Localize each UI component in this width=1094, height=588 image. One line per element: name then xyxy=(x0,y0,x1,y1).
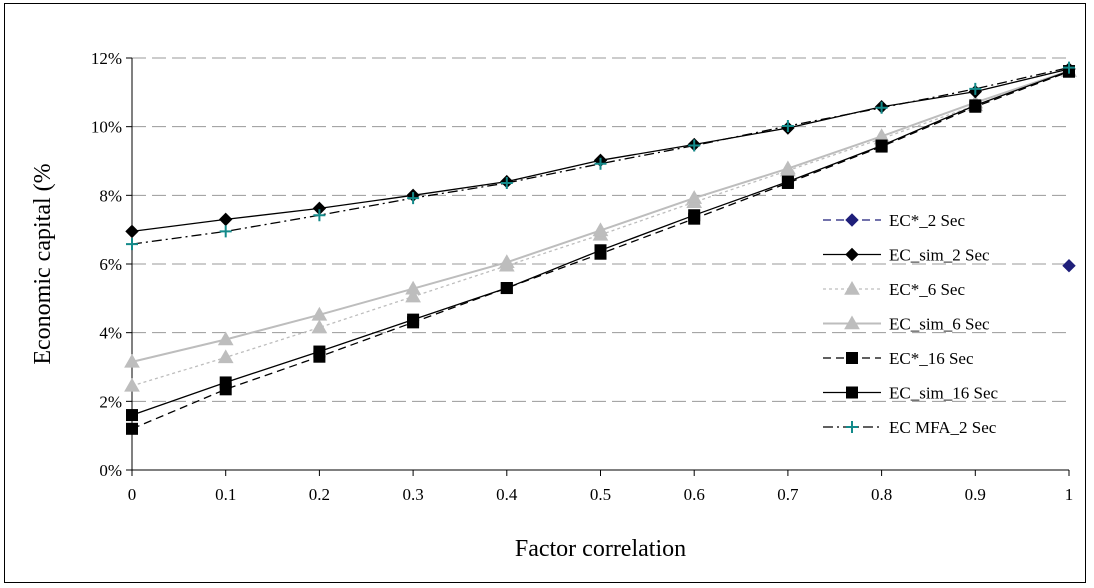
legend-item: EC MFA_2 Sec xyxy=(823,418,997,437)
data-point xyxy=(781,175,794,188)
data-point xyxy=(1062,259,1076,273)
series-5 xyxy=(126,65,1075,422)
line-chart: 0% 2% 4% 6% 8% 10% 12% 0 0.1 0.2 0.3 0.4 0.5 0.6 0.7 0.… xyxy=(30,49,1077,562)
legend-label: EC_sim_6 Sec xyxy=(889,315,990,334)
legend-item: EC_sim_16 Sec xyxy=(823,384,999,403)
data-point xyxy=(688,139,701,152)
x-axis-title: Factor correlation xyxy=(515,536,686,562)
gridlines xyxy=(132,57,1069,402)
data-point xyxy=(405,288,421,303)
legend-item: EC_sim_2 Sec xyxy=(823,246,990,265)
data-point xyxy=(498,254,515,269)
y-tick-label: 12% xyxy=(91,49,122,68)
legend-label: EC*_16 Sec xyxy=(889,349,974,368)
data-point xyxy=(219,376,232,389)
legend-item: EC*_6 Sec xyxy=(823,280,965,299)
data-point xyxy=(313,209,326,222)
legend-label: EC MFA_2 Sec xyxy=(889,418,997,437)
x-tick-label: 0.1 xyxy=(215,485,236,504)
y-tick-label: 0% xyxy=(99,461,122,480)
data-point xyxy=(313,345,326,358)
data-point xyxy=(686,190,703,204)
x-tick-label: 0.9 xyxy=(965,485,986,504)
legend-marker xyxy=(846,421,858,433)
y-tick-label: 4% xyxy=(99,324,122,343)
data-point xyxy=(405,280,421,295)
legend-marker xyxy=(846,386,858,399)
y-tick-label: 10% xyxy=(91,118,122,137)
x-tick-label: 0.6 xyxy=(684,485,705,504)
legend-marker xyxy=(846,352,858,364)
series-0 xyxy=(1062,259,1076,273)
y-axis-title: Economic capital (% xyxy=(30,163,56,364)
data-point xyxy=(781,119,794,132)
x-tick-label: 0.7 xyxy=(777,485,799,504)
data-point xyxy=(124,353,140,368)
series xyxy=(124,61,1077,435)
data-point xyxy=(592,222,609,237)
legend: EC*_2 Sec EC_sim_2 Sec EC*_6 Sec EC_sim_6 S… xyxy=(823,211,999,437)
data-point xyxy=(969,82,982,95)
data-point xyxy=(311,319,328,334)
legend-marker xyxy=(844,315,860,330)
x-tick-label: 0.3 xyxy=(402,485,423,504)
y-tick-label: 2% xyxy=(99,392,122,411)
data-point xyxy=(1063,61,1075,74)
y-tick-label: 6% xyxy=(99,255,122,274)
legend-item: EC_sim_6 Sec xyxy=(823,315,990,334)
data-point xyxy=(125,224,139,239)
data-point xyxy=(875,101,888,114)
data-point xyxy=(217,331,234,346)
legend-item: EC*_2 Sec xyxy=(823,211,965,230)
legend-marker xyxy=(844,280,860,295)
tick-labels: 0% 2% 4% 6% 8% 10% 12% 0 0.1 0.2 0.3 0.4 0.5 0.6 0.7 0.… xyxy=(91,49,1073,504)
data-point xyxy=(594,244,607,257)
legend-label: EC_sim_16 Sec xyxy=(889,384,999,403)
legend-marker xyxy=(845,213,859,227)
y-tick-label: 8% xyxy=(99,186,122,205)
x-tick-label: 0.2 xyxy=(309,485,330,504)
data-point xyxy=(311,306,328,321)
series-line xyxy=(131,68,1070,233)
series-6 xyxy=(126,61,1075,251)
legend-label: EC*_2 Sec xyxy=(889,211,965,230)
data-point xyxy=(500,282,513,295)
x-tick-label: 0 xyxy=(128,485,137,504)
data-point xyxy=(124,377,140,392)
x-tick-label: 1 xyxy=(1065,485,1074,504)
legend-item: EC*_16 Sec xyxy=(823,349,974,368)
data-point xyxy=(969,99,982,112)
legend-marker xyxy=(845,247,859,262)
data-point xyxy=(126,422,138,435)
x-tick-label: 0.5 xyxy=(590,485,611,504)
data-point xyxy=(126,238,138,251)
data-point xyxy=(217,349,234,364)
data-point xyxy=(218,212,233,227)
data-point xyxy=(126,409,138,422)
data-point xyxy=(688,209,701,222)
data-point xyxy=(594,157,607,170)
x-tick-label: 0.4 xyxy=(496,485,518,504)
data-point xyxy=(407,192,420,205)
chart-frame: 0% 2% 4% 6% 8% 10% 12% 0 0.1 0.2 0.3 0.4 0.5 0.6 0.7 0.… xyxy=(4,3,1086,583)
data-point xyxy=(219,225,232,238)
data-point xyxy=(407,313,420,326)
data-point xyxy=(780,160,796,175)
data-point xyxy=(500,176,513,189)
x-tick-label: 0.8 xyxy=(871,485,892,504)
legend-label: EC*_6 Sec xyxy=(889,280,965,299)
data-point xyxy=(875,139,888,152)
legend-label: EC_sim_2 Sec xyxy=(889,246,990,265)
